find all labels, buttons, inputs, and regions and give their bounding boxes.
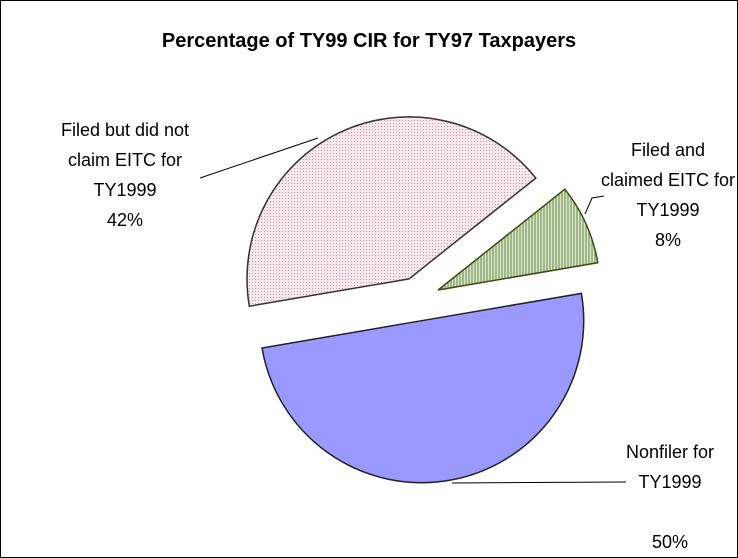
slice-value-label: 42% bbox=[106, 210, 144, 230]
chart-title: Percentage of TY99 CIR for TY97 Taxpayer… bbox=[161, 30, 577, 52]
slice-label: Nonfiler for TY1999 bbox=[625, 442, 715, 492]
slice-value-label: 50% bbox=[651, 532, 689, 552]
slice-label: Filed and claimed EITC for TY1999 bbox=[600, 140, 736, 220]
slice-value-label: 8% bbox=[654, 230, 681, 250]
pie-slice bbox=[437, 188, 599, 291]
leader-line bbox=[199, 137, 319, 179]
pie-slice bbox=[261, 292, 585, 484]
leader-line bbox=[584, 195, 605, 215]
leader-line bbox=[451, 481, 627, 484]
slice-label: Filed but did not claim EITC for TY1999 bbox=[60, 120, 190, 200]
pie-slice bbox=[246, 116, 537, 308]
